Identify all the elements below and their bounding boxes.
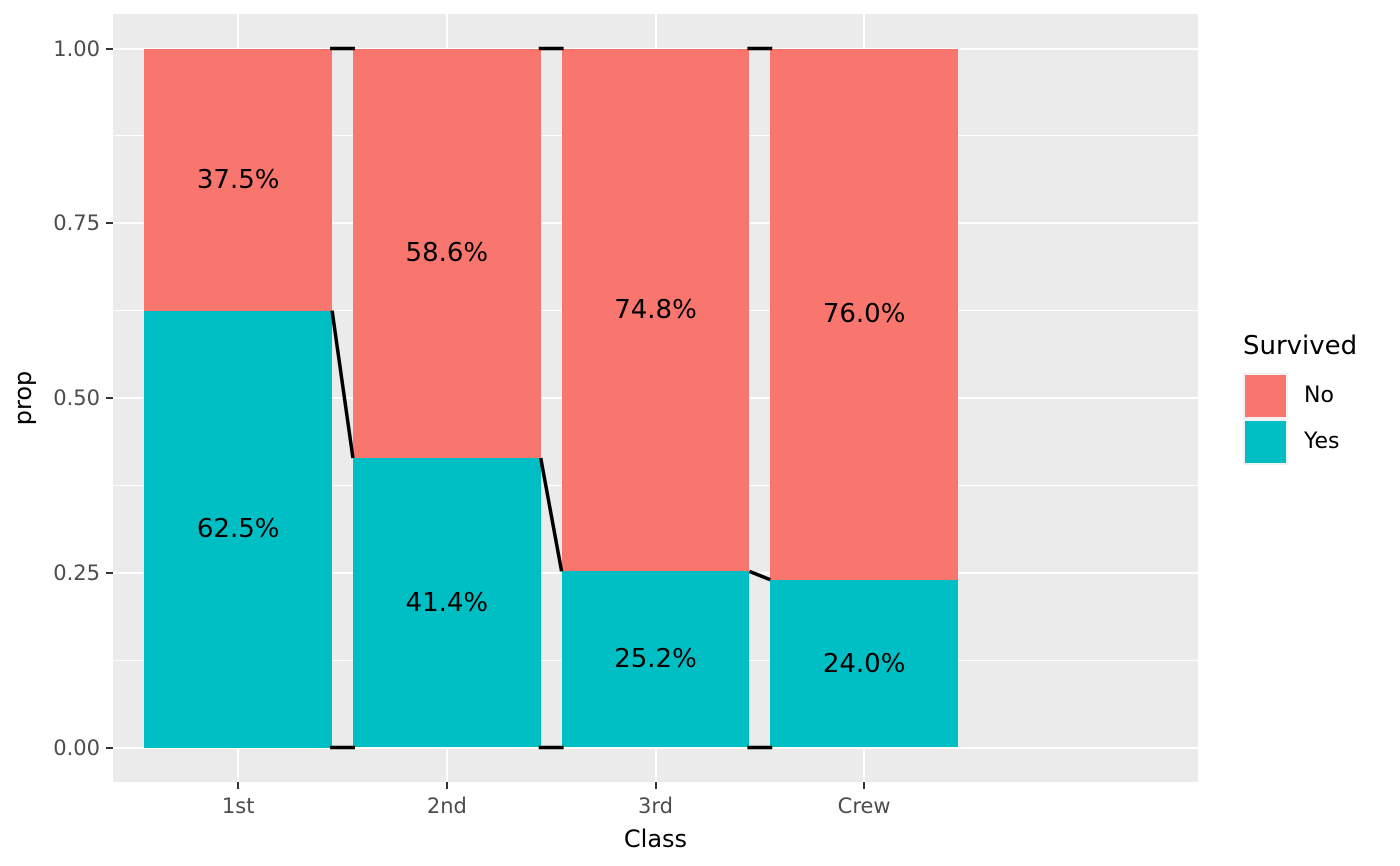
y-axis-tick	[106, 47, 113, 50]
x-axis-tick	[654, 782, 657, 789]
x-axis-tick-label: Crew	[837, 794, 891, 818]
y-axis-tick-label: 1.00	[53, 36, 100, 61]
legend-title: Survived	[1243, 331, 1358, 361]
x-axis-tick-label: 2nd	[426, 794, 467, 818]
bar-segment-no-2nd	[352, 48, 541, 459]
x-axis-tick	[863, 782, 866, 789]
segment-label-no-1st: 37.5%	[196, 164, 280, 195]
x-axis-tick-label: 3rd	[638, 794, 673, 818]
x-axis-tick	[237, 782, 240, 789]
legend-key-no	[1243, 373, 1288, 419]
y-axis-tick	[106, 746, 113, 749]
bar-segment-no-crew	[770, 48, 959, 580]
segment-label-no-crew: 76.0%	[822, 299, 906, 330]
y-axis-tick	[106, 571, 113, 574]
x-axis-title: Class	[623, 825, 688, 853]
bar-segment-yes-3rd	[561, 571, 750, 748]
legend-label-no: No	[1304, 383, 1334, 408]
segment-label-yes-1st: 62.5%	[196, 514, 280, 545]
segment-label-no-3rd: 74.8%	[614, 294, 697, 325]
bar-segment-no-3rd	[561, 48, 750, 572]
bar-segment-yes-2nd	[352, 458, 541, 748]
legend-swatch-no	[1245, 375, 1286, 417]
y-axis-tick-label: 0.50	[53, 386, 100, 410]
connector-boundary-0	[330, 310, 355, 459]
connector-boundary-1	[539, 457, 564, 572]
y-axis-tick-label: 0.25	[53, 560, 100, 585]
bar-segment-no-1st	[144, 48, 333, 311]
y-axis-tick-label: 0.00	[53, 735, 100, 760]
legend-swatch-yes	[1245, 421, 1286, 463]
legend-key-yes	[1243, 419, 1288, 465]
plot-panel: 37.5% 62.5% 58.6% 41.4% 74.8% 25.2% 76.0% 24.0%	[113, 14, 1198, 782]
x-axis-tick	[445, 782, 448, 789]
y-axis-tick-label: 0.75	[53, 211, 100, 236]
segment-label-yes-2nd: 41.4%	[405, 587, 489, 618]
y-axis-title: prop	[9, 370, 37, 426]
bar-segment-yes-crew	[770, 579, 959, 748]
segment-label-yes-crew: 24.0%	[822, 648, 906, 679]
bar-segment-yes-1st	[144, 310, 333, 748]
legend-label-yes: Yes	[1304, 429, 1340, 454]
segment-label-no-2nd: 58.6%	[405, 238, 489, 269]
x-axis-tick-label: 1st	[221, 794, 255, 818]
y-axis-tick	[106, 222, 113, 225]
segment-label-yes-3rd: 25.2%	[614, 644, 697, 675]
y-axis-tick	[106, 397, 113, 399]
